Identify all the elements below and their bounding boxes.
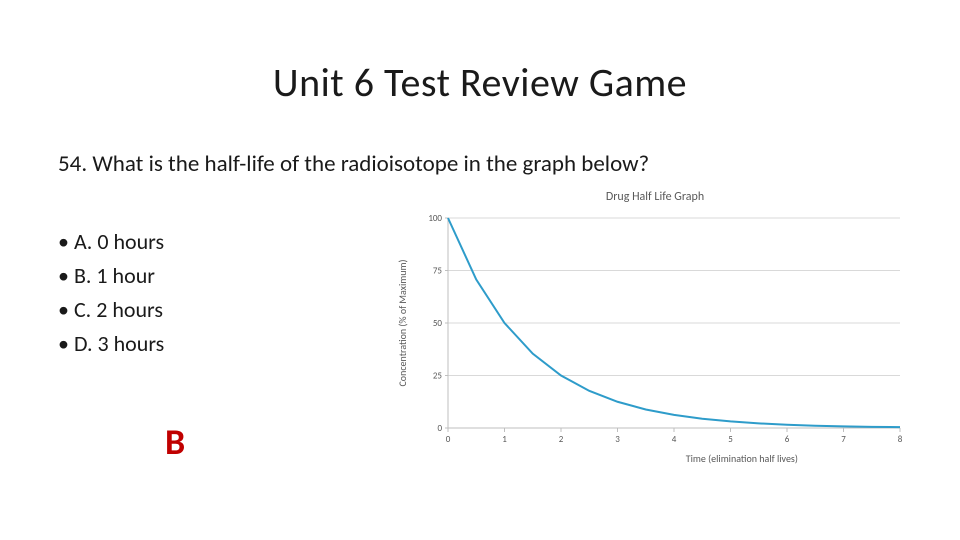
svg-text:6: 6 [785, 434, 790, 445]
svg-text:5: 5 [728, 434, 733, 445]
page-title: Unit 6 Test Review Game [0, 58, 960, 107]
svg-text:4: 4 [672, 434, 677, 445]
svg-text:Concentration (% of Maximum): Concentration (% of Maximum) [396, 259, 409, 386]
half-life-chart: Drug Half Life Graph 0 25 50 75 100 0 1 2 3 4 5 6 7 8… [390, 190, 920, 480]
svg-text:0: 0 [446, 434, 451, 445]
svg-text:7: 7 [841, 434, 846, 445]
chart-title: Drug Half Life Graph [390, 190, 920, 204]
svg-text:0: 0 [437, 423, 442, 434]
correct-answer: B [165, 420, 185, 464]
svg-text:50: 50 [433, 318, 443, 329]
svg-text:1: 1 [502, 434, 507, 445]
svg-text:Time (elimination half lives): Time (elimination half lives) [686, 452, 798, 465]
svg-text:3: 3 [615, 434, 620, 445]
answer-options: A. 0 hours B. 1 hour C. 2 hours D. 3 hou… [58, 225, 164, 361]
svg-text:8: 8 [898, 434, 903, 445]
question-text: 54. What is the half-life of the radiois… [58, 150, 649, 178]
option-d: D. 3 hours [58, 327, 164, 361]
svg-text:100: 100 [428, 213, 442, 224]
option-b: B. 1 hour [58, 259, 164, 293]
svg-text:75: 75 [433, 266, 443, 277]
option-c: C. 2 hours [58, 293, 164, 327]
chart-svg: 0 25 50 75 100 0 1 2 3 4 5 6 7 8 Time (elimination hal… [390, 208, 910, 468]
svg-text:25: 25 [433, 371, 443, 382]
option-a: A. 0 hours [58, 225, 164, 259]
svg-text:2: 2 [559, 434, 564, 445]
